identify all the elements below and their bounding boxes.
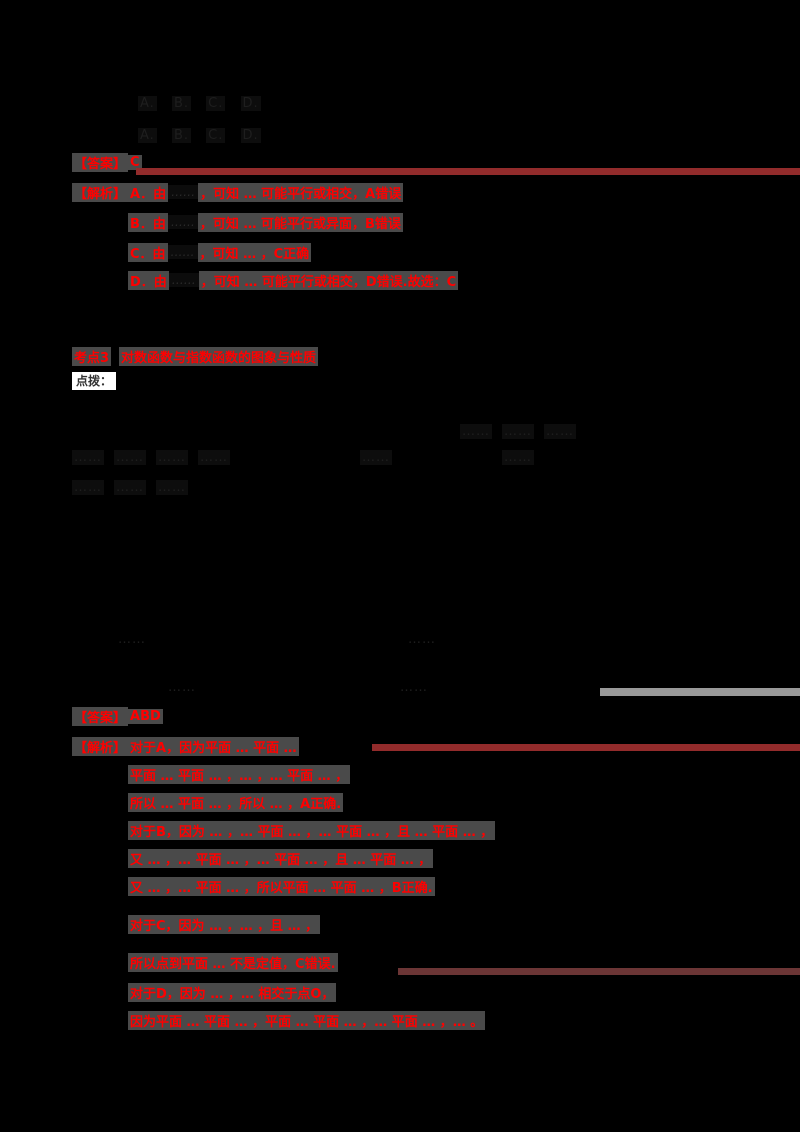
q2-analysis-line-6: 又 … ，… 平面 … ，所以平面 … 平面 … ，B正确. xyxy=(128,876,435,896)
section-body-3: ……………… xyxy=(72,480,188,495)
q1-analysis-c: C．由 …… ，可知 … ，C正确 xyxy=(128,242,312,262)
figure-label-1: …… xyxy=(118,632,146,647)
q2-analysis-line-3: 所以 … 平面 … ，所以 … ，A正确. xyxy=(128,792,344,812)
divider xyxy=(136,168,800,175)
figure-label-2: …… xyxy=(408,632,436,647)
option-c: C. xyxy=(206,96,226,111)
answer-label: 【答案】 xyxy=(72,152,129,172)
option-a: A. xyxy=(138,96,157,111)
q1-analysis-b: B．由 …… ，可知 … 可能平行或异面，B错误 xyxy=(128,212,403,232)
option-b: B. xyxy=(171,96,191,111)
section-body-2: ……………………………… xyxy=(72,450,534,465)
option-a: A. xyxy=(138,128,157,143)
q1-analysis-d: D．由 …… ，可知 … 可能平行或相交，D错误.故选：C xyxy=(128,270,459,290)
section-body-1: ……………… xyxy=(460,424,576,439)
answer-value: C xyxy=(128,154,142,170)
q2-analysis-line-1: 【解析】 对于A，因为平面 … 平面 … xyxy=(72,736,299,756)
divider xyxy=(372,744,800,751)
gray-bar xyxy=(600,688,800,696)
option-d: D. xyxy=(240,128,261,143)
hint-label: 点拨： xyxy=(72,372,117,390)
option-c: C. xyxy=(206,128,226,143)
option-d: D. xyxy=(240,96,261,111)
hint: 点拨： xyxy=(72,370,117,390)
q2-analysis-line-9: 对于D，因为 … ，… 相交于点O， xyxy=(128,982,337,1002)
q2-answer: 【答案】 ABD xyxy=(72,706,163,726)
q2-analysis-line-2: 平面 … 平面 … ，… ，… 平面 … ， xyxy=(128,764,351,784)
analysis-label: 【解析】 xyxy=(72,182,129,202)
q1-answer: 【答案】 C xyxy=(72,152,142,172)
divider xyxy=(398,968,800,975)
q1-analysis-a: 【解析】 A．由 …… ，可知 … 可能平行或相交，A错误 xyxy=(72,182,404,202)
option-line-1: A. B. C. D. xyxy=(138,96,271,111)
answer-value: ABD xyxy=(128,708,163,724)
figure-label-3: …… xyxy=(168,680,196,695)
option-line-2: A. B. C. D. xyxy=(138,128,271,143)
section-title: 对数函数与指数函数的图象与性质 xyxy=(119,346,319,366)
section-tag: 考点3 xyxy=(72,346,112,366)
figure-label-4: …… xyxy=(400,680,428,695)
option-b: B. xyxy=(171,128,191,143)
q2-analysis-line-4: 对于B，因为 … ，… 平面 … ，… 平面 … ，且 … 平面 … ， xyxy=(128,820,496,840)
q2-analysis-line-10: 因为平面 … 平面 … ，平面 … 平面 … ，… 平面 … ，… 。 xyxy=(128,1010,486,1030)
answer-label: 【答案】 xyxy=(72,706,129,726)
q2-analysis-line-8: 所以点到平面 … 不是定值，C错误. xyxy=(128,952,338,972)
section-heading: 考点3 对数函数与指数函数的图象与性质 xyxy=(72,346,319,366)
analysis-label: 【解析】 xyxy=(72,736,129,756)
q2-analysis-line-7: 对于C，因为 … ，… ，且 … ， xyxy=(128,914,321,934)
q2-analysis-line-5: 又 … ，… 平面 … ，… 平面 … ，且 … 平面 … ， xyxy=(128,848,434,868)
